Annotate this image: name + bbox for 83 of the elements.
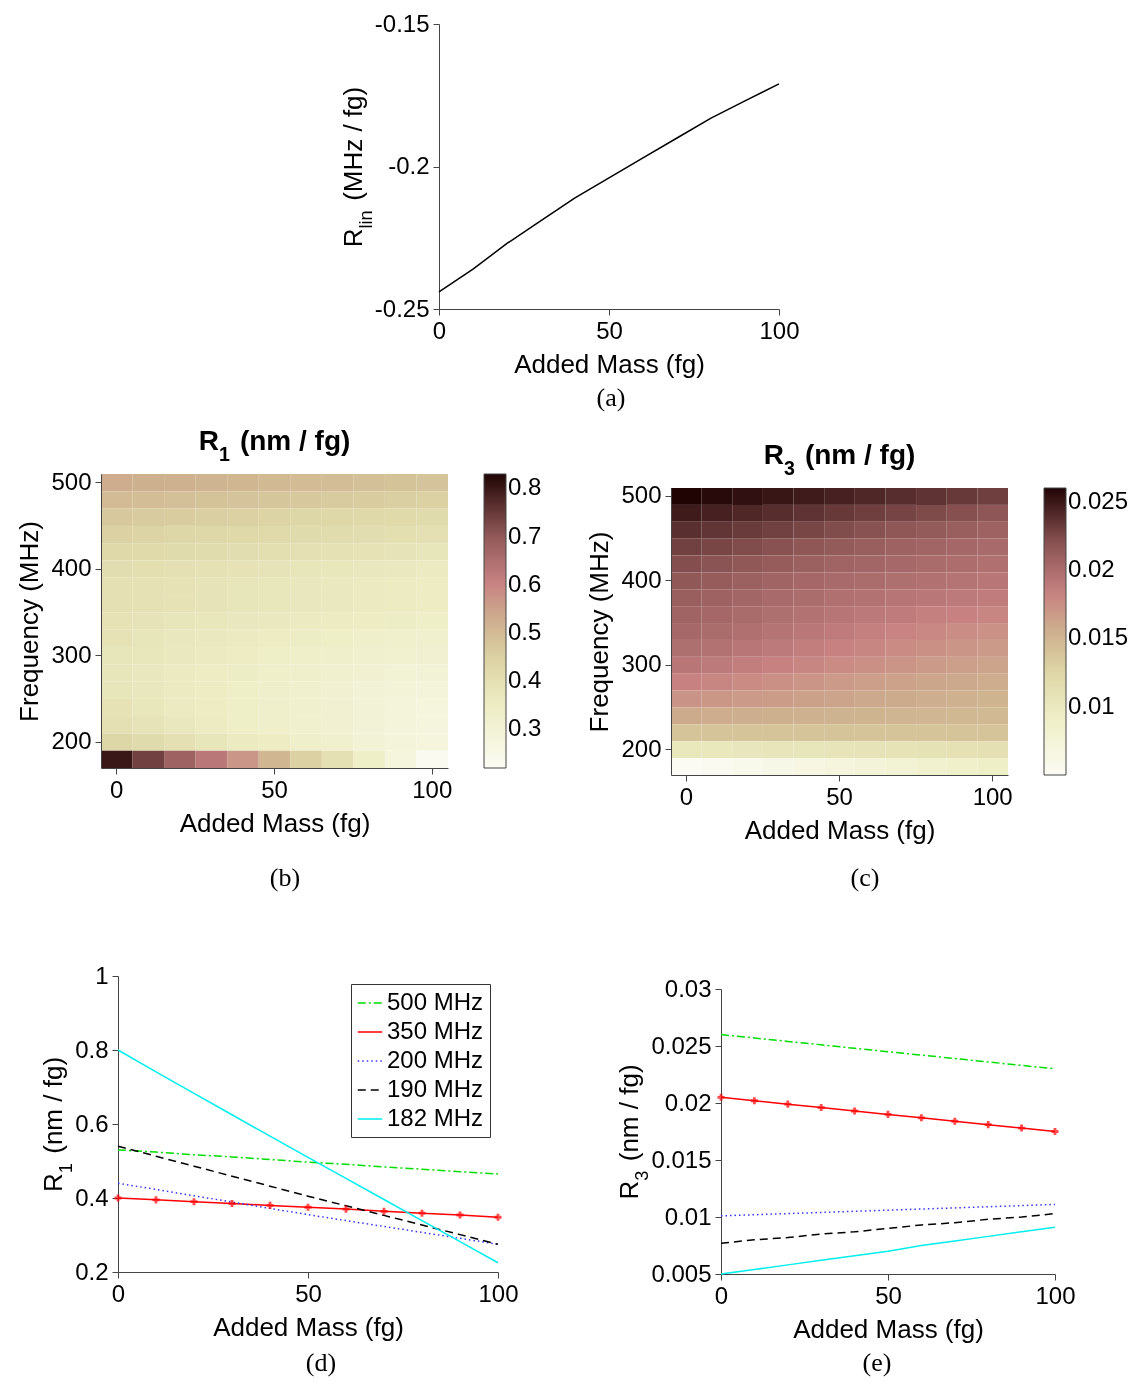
y-axis-title: Frequency (MHz) [14,521,45,722]
y-tick-label: 0.02 [664,1088,712,1116]
chart-title: R$_{3}$ (nm / fg) [763,438,916,479]
y-tick-label: 300 [621,650,662,678]
text: (e) [862,1348,892,1378]
point [784,1100,792,1108]
x-tick-label: 100 [412,775,453,803]
color-bar-label: 0.6 [508,569,542,597]
point [851,1107,859,1115]
legend-label: 200 MHz [387,1046,484,1073]
line-series [438,83,780,293]
x-tick-label: 50 [826,782,853,810]
x-axis-title: Added Mass (fg) [514,348,705,379]
text: (c) [850,863,880,893]
y-tick-label: 0.025 [651,1031,712,1059]
y-tick-label: 200 [621,734,662,762]
text: (a) [596,383,626,413]
legend-label: 350 MHz [387,1017,484,1044]
point [917,1114,925,1122]
y-axis-title: Frequency (MHz) [584,531,615,733]
point [1051,1127,1059,1136]
color-bar-label: 0.025 [1068,486,1129,514]
x-tick-label: 100 [478,1279,519,1307]
color-bar-label: 0.8 [508,473,542,501]
x-tick-label: 50 [295,1279,322,1307]
y-tick-label: -0.2 [388,152,430,179]
y-tick-label: 500 [621,481,662,509]
chart-title: R$_{1}$ (nm / fg) [198,425,351,466]
x-tick-label: 50 [875,1281,902,1309]
y-tick-label: 0.005 [651,1259,712,1287]
x-tick-label: 100 [972,782,1013,810]
y-tick-label: -0.25 [374,294,430,322]
y-tick-label: 0.015 [651,1145,712,1173]
legend-label: 182 MHz [387,1104,484,1131]
y-tick-label: 0.2 [75,1257,109,1285]
x-axis-title: Added Mass (fg) [744,814,936,845]
y-tick-label: 400 [51,554,92,582]
x-axis-title: Added Mass (fg) [179,807,371,838]
y-tick-label: 300 [51,640,92,668]
color-bar-label: 0.5 [508,618,542,646]
y-tick-label: 400 [621,565,662,593]
legend-label: 500 MHz [387,988,484,1015]
y-tick-label: 0.03 [664,974,712,1002]
x-tick-label: 0 [432,316,447,344]
point [951,1117,959,1125]
line-series [720,1212,1056,1244]
x-axis-title: Added Mass (fg) [793,1313,984,1344]
x-axis-title: Added Mass (fg) [213,1311,404,1342]
legend-label: 190 MHz [387,1075,484,1102]
line-series [117,1149,499,1175]
x-tick-label: 0 [714,1281,729,1309]
y-tick-label: -0.15 [374,9,430,37]
x-tick-label: 0 [110,775,124,803]
line-series [720,1203,1056,1217]
y-tick-label: 0.8 [75,1035,109,1063]
x-tick-label: 0 [111,1279,126,1307]
point [984,1121,992,1129]
x-tick-label: 100 [759,316,800,344]
color-bar-label: 0.015 [1068,623,1129,651]
x-tick-label: 100 [1035,1281,1076,1309]
y-tick-label: 500 [51,467,92,495]
line-series [117,1049,499,1264]
color-bar-label: 0.01 [1068,691,1115,719]
point [884,1110,892,1118]
color-bar-label: 0.3 [508,714,542,742]
text: (d) [305,1348,337,1378]
point [817,1104,825,1112]
point [1018,1124,1026,1132]
point [750,1097,758,1105]
y-tick-label: 0.01 [664,1202,712,1230]
x-tick-label: 0 [679,782,693,810]
color-bar-label: 0.4 [508,666,542,694]
y-tick-label: 0.6 [75,1109,109,1137]
text: (b) [269,863,301,893]
y-tick-label: 1 [95,961,109,989]
x-tick-label: 50 [261,775,288,803]
point [717,1093,725,1101]
y-tick-label: 0.4 [75,1183,109,1211]
color-bar-label: 0.02 [1068,555,1115,582]
color-bar-label: 0.7 [508,521,542,549]
line-series [117,1145,499,1245]
y-tick-label: 200 [51,727,92,755]
x-tick-label: 50 [596,316,623,344]
